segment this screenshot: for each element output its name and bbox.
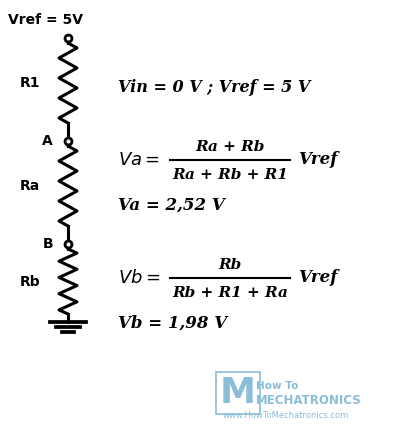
Text: A: A — [42, 134, 53, 148]
Text: Vref: Vref — [298, 269, 337, 286]
Text: Vin = 0 V ; Vref = 5 V: Vin = 0 V ; Vref = 5 V — [118, 80, 310, 96]
Text: Va = 2,52 V: Va = 2,52 V — [118, 197, 225, 213]
Text: www.HowToMechatronics.com: www.HowToMechatronics.com — [223, 410, 349, 420]
Text: Ra + Rb + R1: Ra + Rb + R1 — [172, 168, 288, 182]
Text: R1: R1 — [20, 76, 40, 90]
Text: B: B — [42, 237, 53, 251]
Text: $\mathit{Va} =$: $\mathit{Va} =$ — [118, 151, 160, 169]
Text: How To: How To — [256, 381, 298, 391]
Text: Vref: Vref — [298, 152, 337, 169]
Text: MECHATRONICS: MECHATRONICS — [256, 393, 362, 406]
Text: M: M — [220, 376, 256, 410]
Text: Rb: Rb — [19, 275, 40, 289]
Text: Rb + R1 + Ra: Rb + R1 + Ra — [172, 286, 288, 300]
Text: Vb = 1,98 V: Vb = 1,98 V — [118, 314, 227, 332]
Text: Vref = 5V: Vref = 5V — [8, 13, 83, 27]
Text: Rb: Rb — [218, 258, 242, 272]
Text: Ra: Ra — [20, 179, 40, 193]
Text: $\mathit{Vb} =$: $\mathit{Vb} =$ — [118, 269, 160, 287]
Text: Ra + Rb: Ra + Rb — [195, 140, 265, 154]
